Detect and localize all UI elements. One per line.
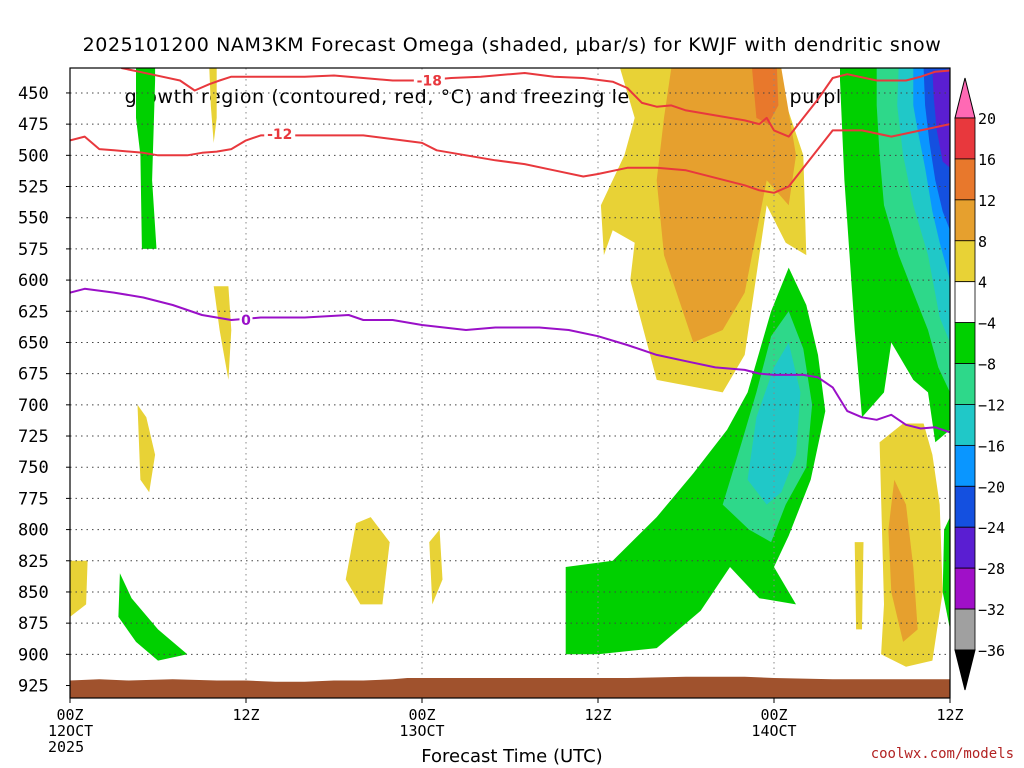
colorbar-label-4: 4	[978, 274, 987, 292]
x-tick-label-12-0: 12Z	[232, 706, 259, 724]
title-line-1: 2025101200 NAM3KM Forecast Omega (shaded…	[82, 34, 942, 56]
contour-label-bg-0	[413, 72, 445, 89]
y-tick-label-750: 750	[18, 458, 49, 478]
x-tick-label-48-0: 00Z	[760, 706, 787, 724]
omega-region-5	[118, 573, 188, 661]
colorbar-top-arrow	[954, 77, 976, 119]
omega-region-22	[854, 542, 864, 630]
x-tick-label-0-0: 00Z	[56, 706, 83, 724]
x-tick-label-24-0: 00Z	[408, 706, 435, 724]
y-tick-label-900: 900	[18, 645, 49, 665]
colorbar-segment-9	[954, 485, 976, 528]
x-tick-label-48-1: 14OCT	[751, 722, 796, 740]
omega-region-0	[136, 68, 157, 249]
y-tick-label-875: 875	[18, 614, 49, 634]
plot-frame	[69, 67, 951, 699]
y-tick-label-550: 550	[18, 209, 49, 229]
y-tick-label-450: 450	[18, 84, 49, 104]
y-axis: 450 475 500 525 550 575 600 625 650 675 700 725 750 7…	[18, 84, 70, 697]
contour-label-bg-1	[264, 126, 296, 143]
colorbar-label-2: 12	[978, 192, 996, 210]
colorbar-label-7: −12	[978, 396, 1005, 414]
colorbar-segment-2	[954, 199, 976, 242]
colorbar-label-9: −20	[978, 478, 1005, 496]
y-tick-label-800: 800	[18, 521, 49, 541]
colorbar-label-3: 8	[978, 233, 987, 251]
omega-region-4	[70, 560, 88, 617]
omega-region-21	[888, 479, 918, 642]
contour-label-bg-2	[239, 312, 253, 328]
ground-layer	[70, 676, 950, 698]
colorbar-label-12: −32	[978, 601, 1005, 619]
y-tick-label-575: 575	[18, 240, 49, 260]
colorbar-label-8: −16	[978, 437, 1005, 455]
colorbar-segment-10	[954, 526, 976, 569]
colorbar-label-6: −8	[978, 356, 996, 374]
omega-region-19	[932, 70, 950, 168]
y-tick-label-625: 625	[18, 302, 49, 322]
contour-lines: -18 -12 0	[70, 68, 950, 434]
colorbar-label-0: 20	[978, 110, 996, 128]
x-tick-label-60-0: 12Z	[936, 706, 963, 724]
y-tick-label-700: 700	[18, 396, 49, 416]
colorbar-label-11: −28	[978, 560, 1005, 578]
y-tick-label-500: 500	[18, 146, 49, 166]
omega-region-23	[942, 517, 950, 630]
x-tick-label-36-0: 12Z	[584, 706, 611, 724]
contour-line-2	[70, 287, 950, 434]
colorbar-label-13: −36	[978, 642, 1005, 660]
site-credit: coolwx.com/models	[870, 746, 1014, 762]
contour-label-2: 0	[241, 313, 251, 329]
y-tick-label-725: 725	[18, 427, 49, 447]
omega-region-9	[656, 68, 796, 343]
colorbar-segment-5	[954, 322, 976, 364]
colorbar-segment-7	[954, 404, 976, 446]
colorbar-bottom-arrow	[954, 649, 976, 691]
omega-region-10	[752, 68, 779, 125]
colorbar-label-10: −24	[978, 519, 1005, 537]
y-tick-label-775: 775	[18, 489, 49, 509]
omega-region-11	[565, 267, 826, 655]
colorbar-segment-11	[954, 567, 976, 610]
omega-shading	[70, 68, 950, 667]
colorbar-segment-12	[954, 608, 976, 651]
contour-line-1	[70, 123, 950, 194]
x-tick-label-0-2: 2025	[48, 738, 84, 756]
y-tick-label-650: 650	[18, 333, 49, 353]
colorbar: 20 16 12 8 4 −4 −8 −12 −16 −20 −24 −28 −32 −36	[954, 77, 1005, 691]
y-tick-label-475: 475	[18, 115, 49, 135]
omega-region-7	[429, 529, 443, 605]
chart-title: 2025101200 NAM3KM Forecast Omega (shaded…	[0, 6, 1024, 136]
colorbar-segment-8	[954, 444, 976, 487]
colorbar-label-5: −4	[978, 315, 996, 333]
y-tick-label-675: 675	[18, 365, 49, 385]
ground-fill	[70, 676, 950, 698]
contour-line-0	[121, 68, 950, 138]
x-axis-label: Forecast Time (UTC)	[421, 746, 603, 767]
y-tick-label-825: 825	[18, 552, 49, 572]
contour-label-1: -12	[267, 127, 292, 143]
contour-label-0: -18	[417, 73, 442, 89]
colorbar-segment-3	[954, 240, 976, 283]
colorbar-segment-0	[954, 117, 976, 160]
x-tick-label-0-1: 12OCT	[48, 722, 93, 740]
omega-region-2	[213, 286, 232, 380]
y-tick-label-925: 925	[18, 677, 49, 697]
colorbar-segment-6	[954, 363, 976, 405]
colorbar-segment-1	[954, 158, 976, 201]
omega-region-3	[137, 404, 156, 493]
y-tick-label-850: 850	[18, 583, 49, 603]
x-tick-label-24-1: 13OCT	[399, 722, 444, 740]
colorbar-segment-4	[954, 281, 976, 324]
y-tick-label-525: 525	[18, 178, 49, 198]
omega-region-1	[209, 68, 217, 143]
y-tick-label-600: 600	[18, 271, 49, 291]
omega-region-13	[747, 342, 801, 505]
colorbar-label-1: 16	[978, 151, 996, 169]
